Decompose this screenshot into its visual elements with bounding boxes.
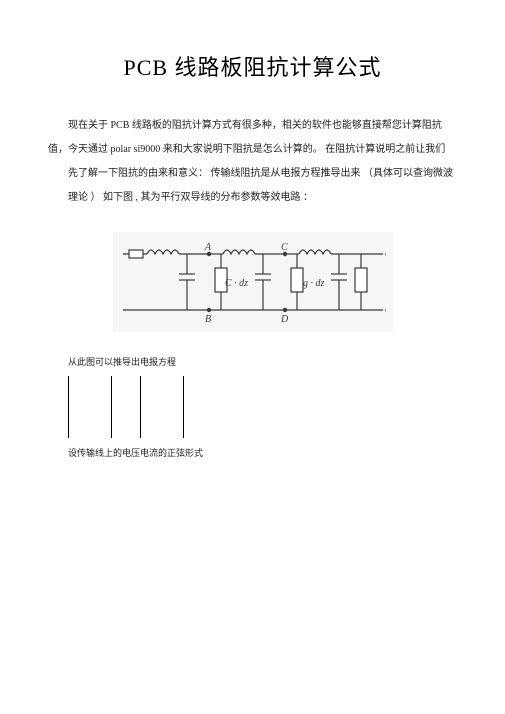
label-c: C xyxy=(281,242,288,253)
label-gdz: g · dz xyxy=(303,278,325,289)
paragraph-3: 先了解一下阻抗的由来和意义： 传输线阻抗是从电报方程推导出来 （具体可以查询微波 xyxy=(48,162,457,186)
page-title: PCB 线路板阻抗计算公式 xyxy=(48,50,457,82)
equation-placeholder xyxy=(68,376,457,438)
label-a: A xyxy=(204,242,212,253)
paragraph-1: 现在关于 PCB 线路板的阻抗计算方式有很多种，相关的软件也能够直接帮您计算阻抗 xyxy=(48,114,457,138)
equation-box-2 xyxy=(140,376,184,438)
caption-2: 设传输线上的电压电流的正弦形式 xyxy=(68,446,457,459)
paragraph-4: 理论 ） 如下图 , 其为平行双导线的分布参数等效电路 ： xyxy=(48,186,457,210)
equation-box-1 xyxy=(68,376,112,438)
paragraph-2: 值，今天通过 polar si9000 来和大家说明下阻抗是怎么计算的。 在阻抗… xyxy=(48,138,457,162)
label-b: B xyxy=(205,314,211,325)
label-d: D xyxy=(280,314,289,325)
circuit-diagram: A C B D C · dz g · dz xyxy=(113,232,393,337)
caption-1: 从此图可以推导出电报方程 xyxy=(68,355,457,368)
body-text: 现在关于 PCB 线路板的阻抗计算方式有很多种，相关的软件也能够直接帮您计算阻抗… xyxy=(48,114,457,210)
label-cdz: C · dz xyxy=(225,278,248,289)
